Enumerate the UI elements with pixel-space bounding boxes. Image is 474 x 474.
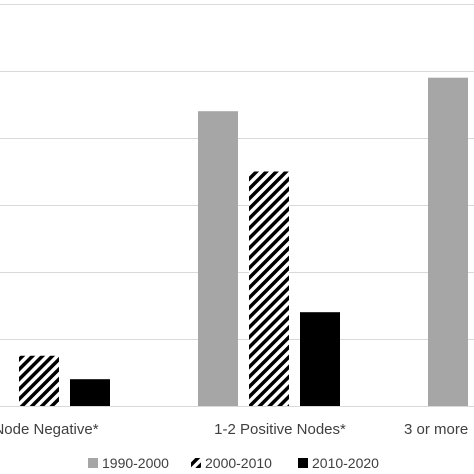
x-tick-labels: Node Negative* 1-2 Positive Nodes* 3 or mo… (0, 421, 468, 438)
legend-swatch-2 (191, 458, 201, 468)
x-tick-label-2: 1-2 Positive Nodes* (214, 421, 346, 438)
bar-2000-2010-1 (19, 355, 59, 406)
bar-2010-2020-2 (300, 312, 340, 406)
legend: 1990-2000 2000-2010 2010-2020 (88, 455, 379, 471)
bar-2000-2010-2 (249, 171, 289, 406)
legend-swatch-1 (88, 458, 98, 468)
bars (19, 77, 468, 406)
x-tick-label-3: 3 or more (404, 421, 468, 438)
legend-label-1: 1990-2000 (102, 455, 169, 471)
bar-1990-2000-2 (198, 111, 238, 406)
bar-1990-2000-3 (428, 77, 468, 406)
legend-label-3: 2010-2020 (312, 455, 379, 471)
legend-swatch-3 (298, 458, 308, 468)
bar-2010-2020-1 (70, 379, 110, 406)
legend-label-2: 2000-2010 (205, 455, 272, 471)
x-tick-label-1: Node Negative* (0, 421, 99, 438)
